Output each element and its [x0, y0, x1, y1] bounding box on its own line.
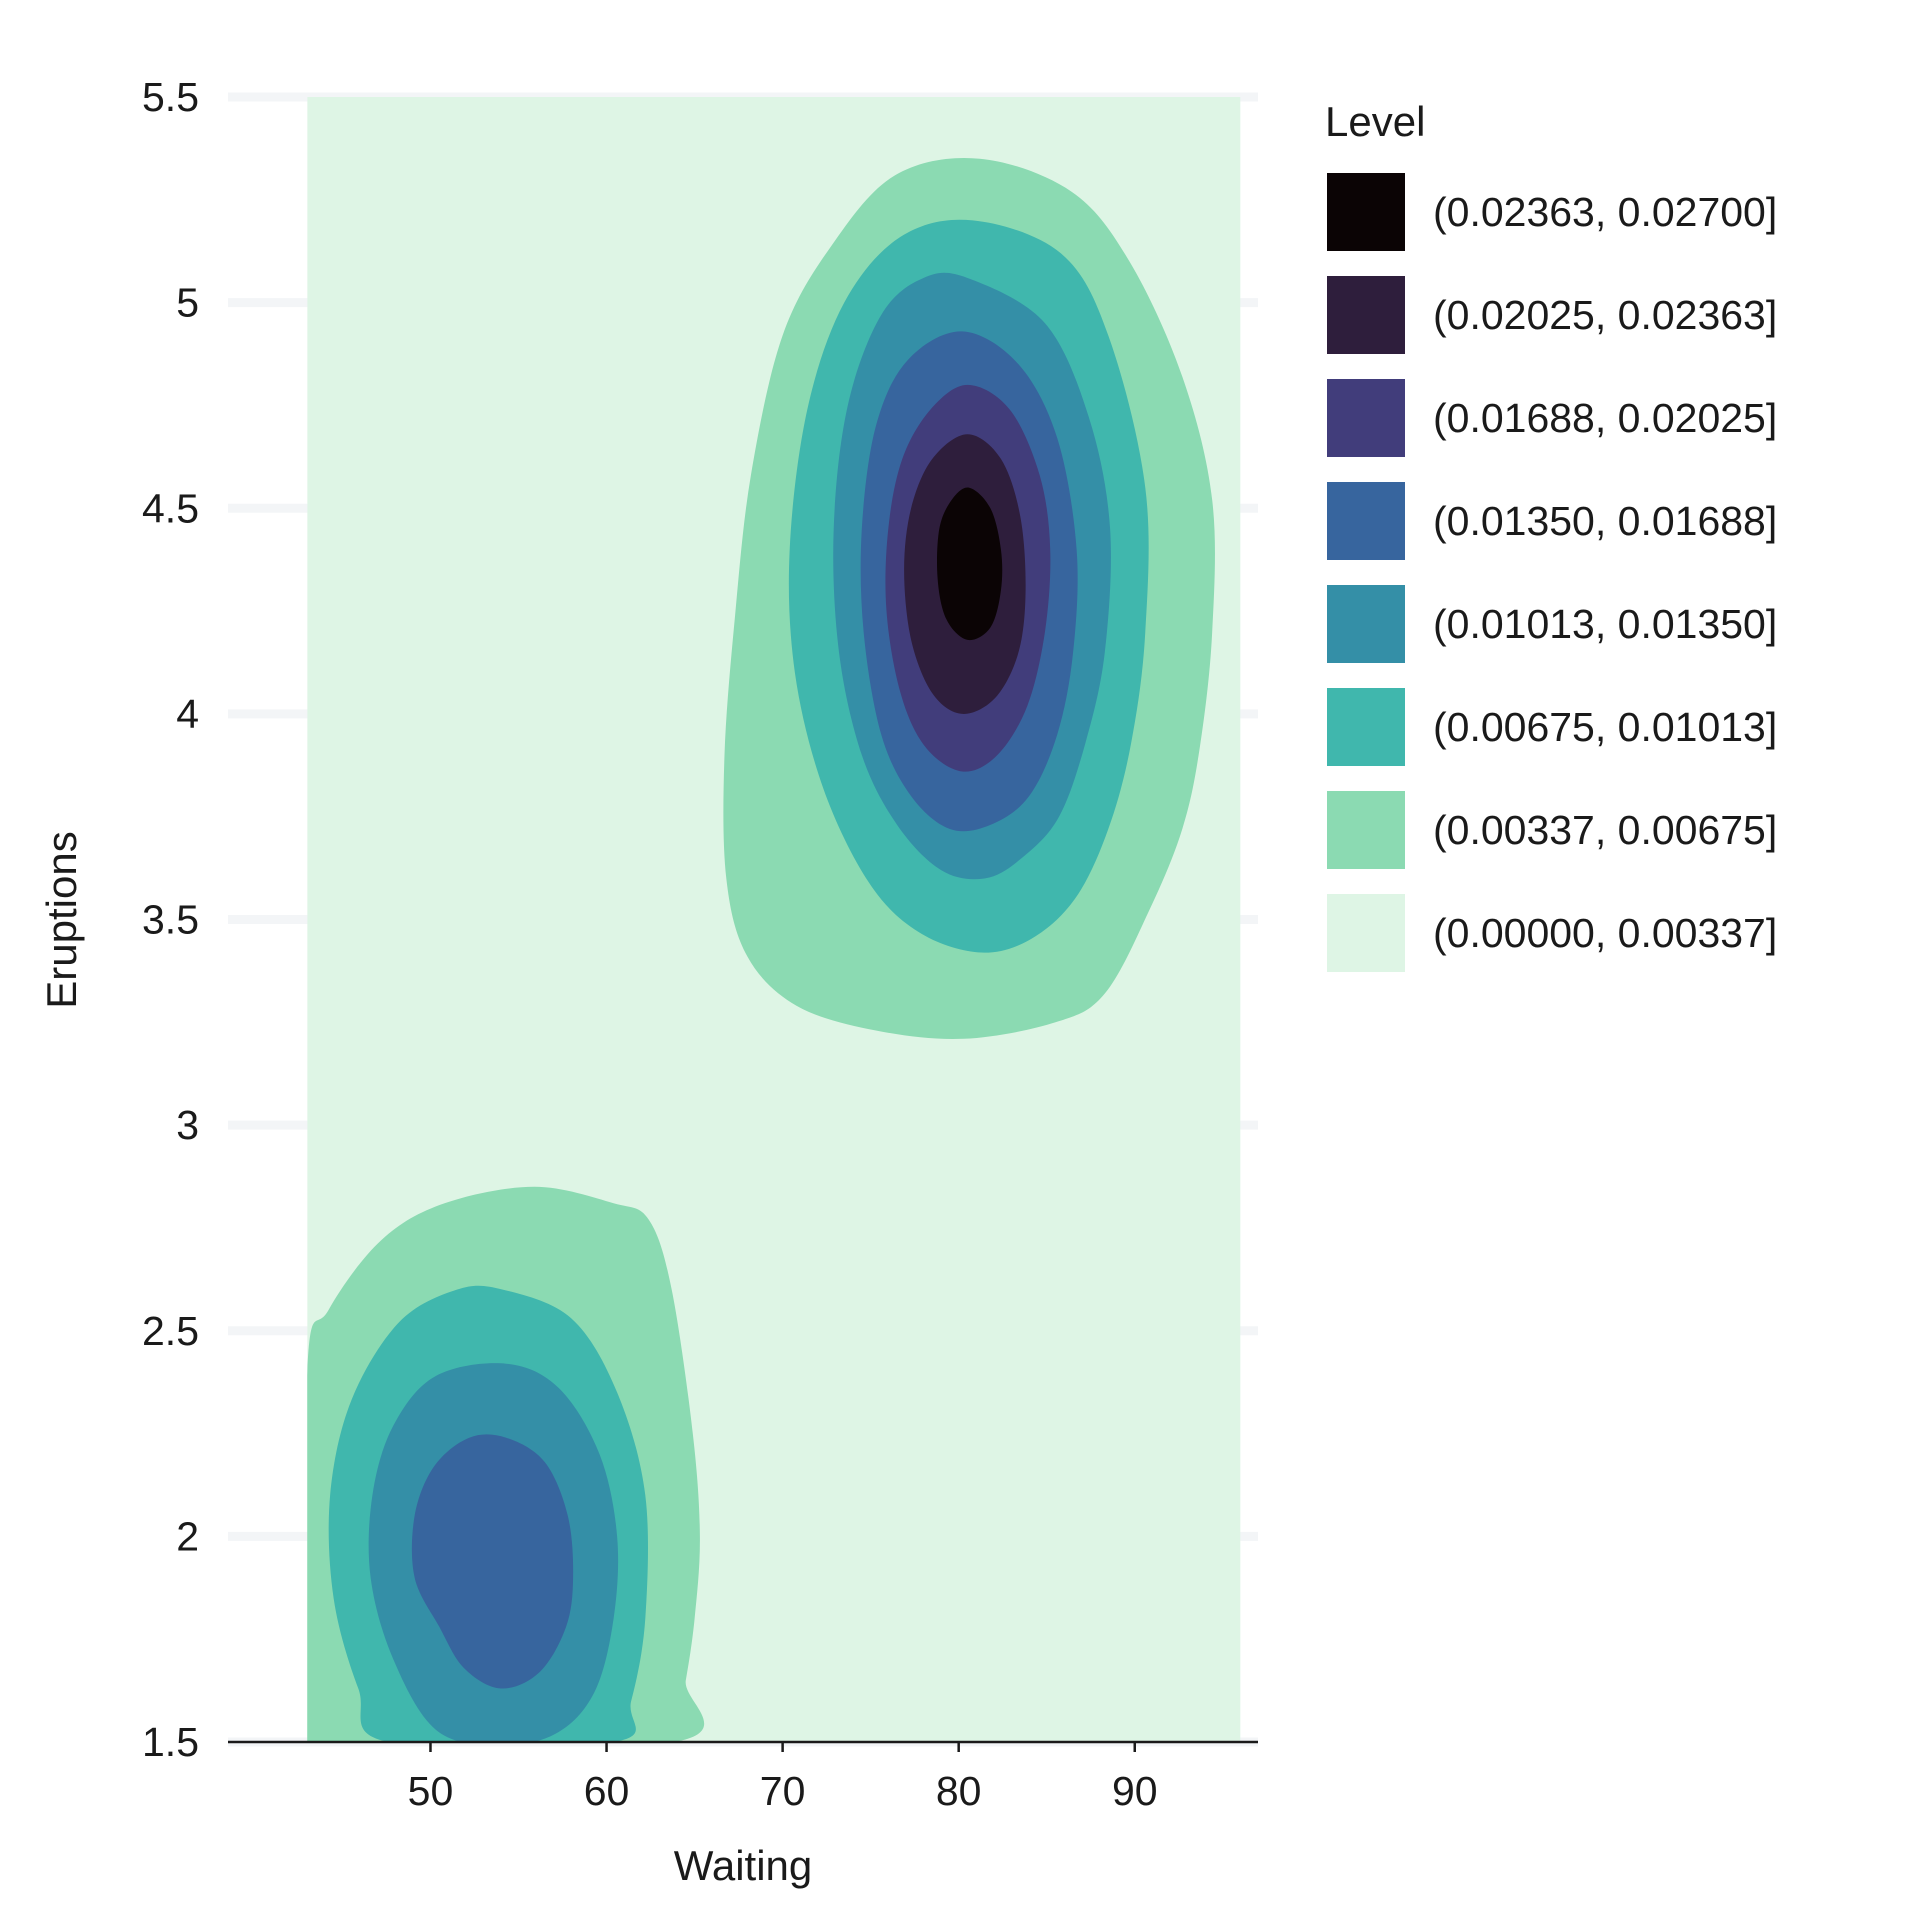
x-tick-label-2: 70 — [760, 1768, 806, 1814]
y-tick-label-3: 3 — [176, 1102, 199, 1148]
plot-area — [307, 97, 1241, 1742]
legend: Level (0.02363, 0.02700] (0.02025, 0.0236… — [1325, 98, 1777, 972]
legend-label-3: (0.01350, 0.01688] — [1433, 498, 1777, 544]
legend-label-5: (0.00675, 0.01013] — [1433, 704, 1777, 750]
contour-level-7-region-1 — [936, 487, 1003, 641]
contour-level-4-region-2 — [411, 1434, 574, 1689]
legend-swatch-0 — [1327, 173, 1405, 251]
legend-swatch-5 — [1327, 688, 1405, 766]
y-tick-label-5: 4 — [176, 691, 199, 737]
x-axis: 50 60 70 80 90 — [228, 1740, 1258, 1814]
x-tick-label-1: 60 — [584, 1768, 630, 1814]
y-tick-label-7: 5 — [176, 280, 199, 326]
x-axis-title: Waiting — [674, 1842, 813, 1889]
y-axis-title: Eruptions — [38, 831, 85, 1008]
legend-swatch-4 — [1327, 585, 1405, 663]
x-tick-label-4: 90 — [1112, 1768, 1158, 1814]
y-tick-label-4: 3.5 — [142, 897, 199, 943]
legend-label-2: (0.01688, 0.02025] — [1433, 395, 1777, 441]
legend-label-0: (0.02363, 0.02700] — [1433, 189, 1777, 235]
legend-swatch-6 — [1327, 791, 1405, 869]
y-tick-label-8: 5.5 — [142, 74, 199, 120]
legend-label-1: (0.02025, 0.02363] — [1433, 292, 1777, 338]
legend-swatch-3 — [1327, 482, 1405, 560]
y-tick-label-1: 2 — [176, 1513, 199, 1559]
legend-swatch-2 — [1327, 379, 1405, 457]
legend-label-6: (0.00337, 0.00675] — [1433, 807, 1777, 853]
y-tick-label-2: 2.5 — [142, 1308, 199, 1354]
legend-label-4: (0.01013, 0.01350] — [1433, 601, 1777, 647]
legend-label-7: (0.00000, 0.00337] — [1433, 910, 1777, 956]
y-tick-label-6: 4.5 — [142, 485, 199, 531]
y-tick-label-0: 1.5 — [142, 1719, 199, 1765]
x-tick-label-3: 80 — [936, 1768, 982, 1814]
y-axis: 1.5 2 2.5 3 3.5 4 4.5 5 5.5 — [142, 74, 199, 1765]
legend-title: Level — [1325, 98, 1425, 145]
legend-swatch-7 — [1327, 894, 1405, 972]
x-tick-label-0: 50 — [408, 1768, 454, 1814]
legend-swatch-1 — [1327, 276, 1405, 354]
